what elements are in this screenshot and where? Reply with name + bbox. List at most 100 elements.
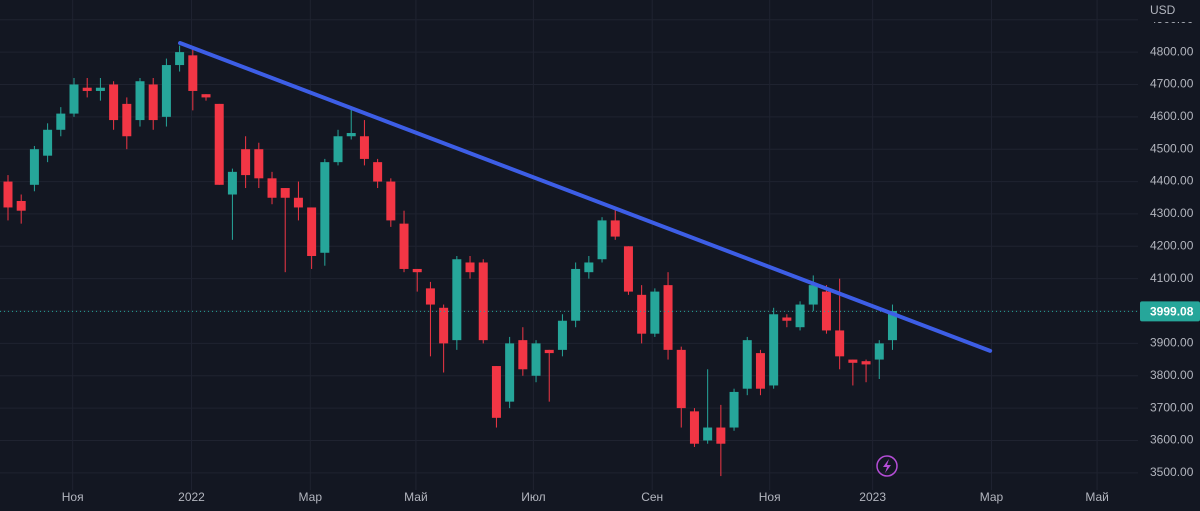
x-tick-label: Июл [521, 490, 545, 504]
candle-body [56, 113, 66, 130]
last-price-label: 3999.08 [1150, 304, 1194, 318]
candle-body [795, 304, 805, 328]
y-tick-label: 3800.00 [1150, 368, 1194, 382]
candle-body [518, 340, 528, 370]
candle-body [689, 411, 699, 444]
candle-body [557, 320, 567, 350]
candle-body [359, 136, 369, 159]
candle-body [254, 149, 264, 179]
candle-body [122, 103, 132, 137]
candle-body [82, 87, 92, 91]
candle-body [650, 291, 660, 334]
grid [0, 0, 1138, 490]
currency-backdrop [1140, 0, 1200, 22]
candle-body [729, 391, 739, 428]
candle-body [742, 340, 752, 389]
candle-body [716, 427, 726, 444]
candle-body [43, 129, 53, 156]
candle-body [861, 361, 871, 365]
candle-body [188, 55, 198, 91]
y-tick-label: 4100.00 [1150, 271, 1194, 285]
candle-body [386, 181, 396, 221]
x-tick-label: 2023 [859, 490, 886, 504]
candle-body [29, 149, 39, 185]
candle-body [280, 188, 290, 198]
candle-body [412, 268, 422, 273]
candle-body [769, 314, 779, 386]
candle-body [584, 262, 594, 273]
candle-body [227, 171, 237, 195]
candle-body [346, 133, 356, 137]
y-tick-label: 4400.00 [1150, 174, 1194, 188]
candle-body [465, 262, 475, 273]
candle-body [478, 262, 488, 341]
candle-body [267, 178, 277, 198]
candle-body [148, 84, 158, 121]
x-tick-label: Май [1085, 490, 1109, 504]
y-tick-label: 4600.00 [1150, 109, 1194, 123]
candle-body [333, 136, 343, 163]
candle-body [531, 343, 541, 376]
x-tick-label: Ноя [62, 490, 84, 504]
candle-body [703, 427, 713, 441]
candle-body [175, 52, 185, 66]
candle-body [452, 259, 462, 341]
candle-body [491, 366, 501, 418]
candle-body [161, 65, 171, 117]
candle-body [3, 181, 13, 208]
candle-body [610, 220, 620, 237]
y-tick-label: 3600.00 [1150, 433, 1194, 447]
candle-body [69, 84, 79, 114]
y-tick-label: 3900.00 [1150, 336, 1194, 350]
x-tick-label: Сен [641, 490, 663, 504]
candle-body [637, 294, 647, 334]
y-tick-label: 4300.00 [1150, 206, 1194, 220]
candle-body [373, 162, 383, 182]
candle-body [663, 285, 673, 350]
candle-body [320, 162, 330, 253]
last-price-badge [1140, 301, 1200, 322]
candle-body [109, 84, 119, 121]
y-tick-label: 4700.00 [1150, 77, 1194, 91]
candle-body [201, 94, 211, 98]
candle-body [307, 207, 317, 257]
candle-body [241, 149, 251, 176]
candle-body [782, 317, 792, 321]
candle-body [399, 223, 409, 269]
event-icon-bolt [883, 459, 891, 473]
y-tick-label: 3700.00 [1150, 400, 1194, 414]
candle-body [835, 330, 845, 357]
x-tick-label: Май [404, 490, 428, 504]
y-tick-label: 4200.00 [1150, 238, 1194, 252]
candle-body [597, 220, 607, 260]
event-icon [876, 455, 898, 477]
candle-body [135, 81, 145, 121]
candle-body [214, 103, 224, 185]
candle-body [571, 268, 581, 321]
candles [0, 41, 1138, 477]
candle-body [293, 197, 303, 208]
candle-body [755, 353, 765, 389]
candle-body [16, 200, 26, 211]
candle-body [848, 359, 858, 363]
candle-body [623, 246, 633, 292]
x-tick-label: Ноя [759, 490, 781, 504]
y-tick-label: 4500.00 [1150, 141, 1194, 155]
candle-body [505, 343, 515, 402]
candle-body [425, 288, 435, 305]
candle-body [821, 291, 831, 331]
currency-label: USD [1150, 3, 1176, 17]
candle-body [874, 343, 884, 360]
x-tick-label: Мар [299, 490, 323, 504]
candle-body [808, 285, 818, 305]
candle-body [887, 311, 897, 341]
trend-line [178, 41, 993, 353]
candle-body [439, 307, 449, 344]
candle-body [544, 349, 554, 354]
candle-body [95, 87, 105, 91]
x-tick-label: Мар [980, 490, 1004, 504]
x-tick-label: 2022 [178, 490, 205, 504]
y-tick-label: 4800.00 [1150, 44, 1194, 58]
y-tick-label: 3500.00 [1150, 465, 1194, 479]
